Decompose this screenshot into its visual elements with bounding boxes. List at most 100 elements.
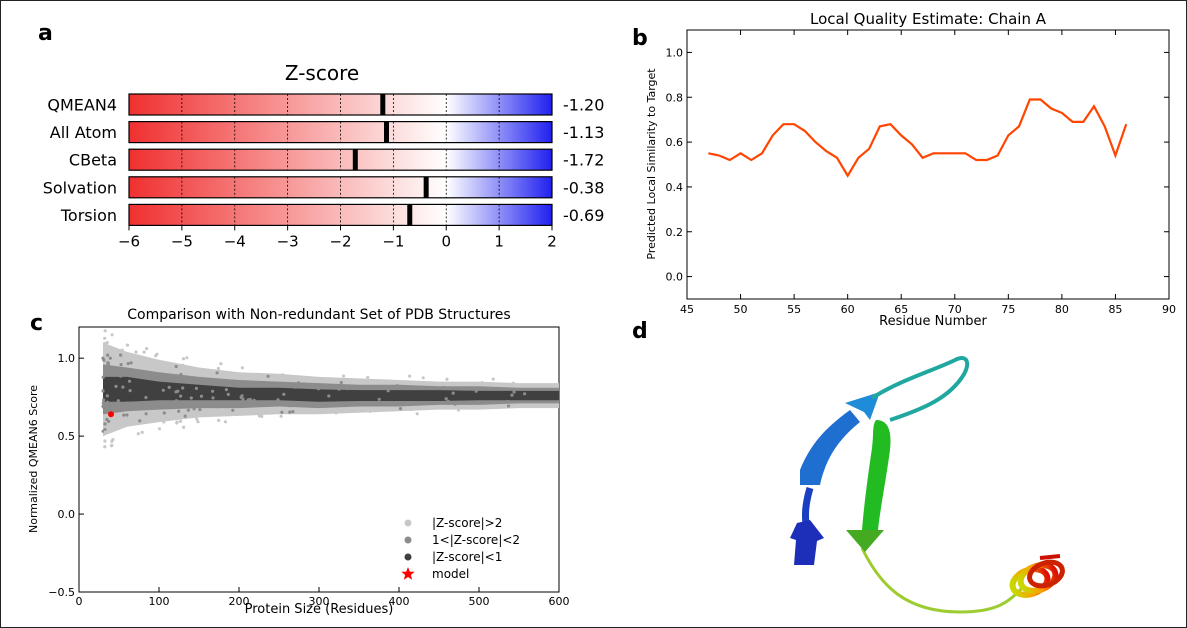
scatter-band-mid [103,364,559,415]
scatter-point [178,363,182,367]
scatter-point [257,414,261,418]
scatter-point [126,362,130,366]
scatter-point [108,356,112,360]
scatter-point [106,363,110,367]
scatter-point [189,396,193,400]
zscore-category-label: CBeta [69,151,117,170]
scatter-point [451,391,455,395]
scatter-point [239,383,244,387]
comparison-xtick-label: 400 [389,595,410,608]
scatter-point [105,341,109,345]
scatter-point [144,395,148,400]
scatter-point [103,422,107,426]
scatter-point [157,427,162,431]
scatter-point [119,353,123,357]
scatter-point [334,411,338,415]
protein-strand-green [862,420,891,530]
scatter-point [110,333,114,337]
zscore-value-label: -1.13 [563,123,604,142]
comparison-title: Comparison with Non-redundant Set of PDB… [127,307,510,323]
local-quality-xlabel: Residue Number [879,314,987,329]
comparison-ytick-label: 1.0 [58,352,76,365]
scatter-point [103,411,107,415]
local-quality-xtick-label: 90 [1162,303,1176,316]
scatter-point [125,413,129,417]
scatter-point [134,350,138,354]
scatter-point [395,384,399,388]
scatter-point [368,385,372,389]
zscore-tick-label: 2 [547,232,557,250]
scatter-point [105,394,109,398]
comparison-ytick-label: 0.5 [58,430,76,443]
local-quality-ytick-label: 0.8 [666,91,684,104]
scatter-point [103,342,107,346]
legend-label: |Z-score|>2 [432,516,502,530]
zscore-category-label: Torsion [60,206,117,225]
scatter-point [223,420,227,424]
scatter-point [260,414,264,419]
zscore-tick-label: 1 [494,232,504,250]
zscore-tick-label: −1 [382,232,404,250]
local-quality-xtick-label: 85 [1108,303,1122,316]
scatter-point [177,409,181,413]
scatter-point [127,379,132,383]
local-quality-xtick-label: 50 [734,303,748,316]
zscore-tick-label: −5 [171,232,193,250]
zscore-value-label: -0.38 [563,178,604,197]
scatter-point [491,377,495,381]
scatter-point [198,408,202,412]
scatter-point [185,356,189,360]
scatter-point [175,420,179,424]
scatter-point [141,403,145,407]
legend-label: model [432,567,469,581]
comparison-legend: |Z-score|>2 1<|Z-score|<2 |Z-score|<1 model [401,516,520,581]
local-quality-xtick-label: 45 [680,303,694,316]
scatter-point [199,394,204,398]
legend-label: |Z-score|<1 [432,550,502,564]
local-quality-xtick-label: 55 [787,303,801,316]
model-point [108,411,114,418]
scatter-point [127,402,131,406]
local-quality-xtick-label: 75 [1001,303,1015,316]
scatter-point [441,385,445,390]
scatter-point [179,372,183,377]
scatter-point [377,397,381,401]
scatter-point [480,381,484,385]
scatter-point [119,408,123,413]
protein-structure-cartoon [790,356,1065,614]
scatter-point [474,389,478,393]
scatter-point [174,390,178,394]
scatter-point [339,380,343,385]
comparison-xtick-label: 200 [229,595,250,608]
scatter-point [196,420,200,424]
scatter-point [288,410,292,414]
scatter-point [172,377,176,381]
scatter-point [310,384,314,388]
scatter-point [102,398,106,402]
scatter-point [162,420,166,424]
scatter-point [107,419,111,423]
scatter-point [512,390,516,394]
scatter-point [179,394,183,398]
scatter-point [122,413,126,417]
scatter-point [103,329,107,333]
scatter-point [110,443,114,447]
scatter-point [342,374,346,378]
scatter-point [194,386,198,390]
scatter-point [178,419,183,423]
scatter-point [136,432,140,436]
zscore-category-label: All Atom [50,123,117,142]
scatter-point [288,404,292,408]
local-quality-xtick-label: 70 [948,303,962,316]
scatter-point [282,392,286,396]
scatter-point [162,411,166,415]
scatter-band-core [103,376,559,402]
scatter-point [366,375,370,380]
local-quality-plot-area [686,29,1170,300]
scatter-point [211,389,215,393]
legend-star-icon [401,567,415,580]
scatter-point [154,354,158,358]
local-quality-line [708,98,1128,178]
scatter-point [240,394,244,398]
